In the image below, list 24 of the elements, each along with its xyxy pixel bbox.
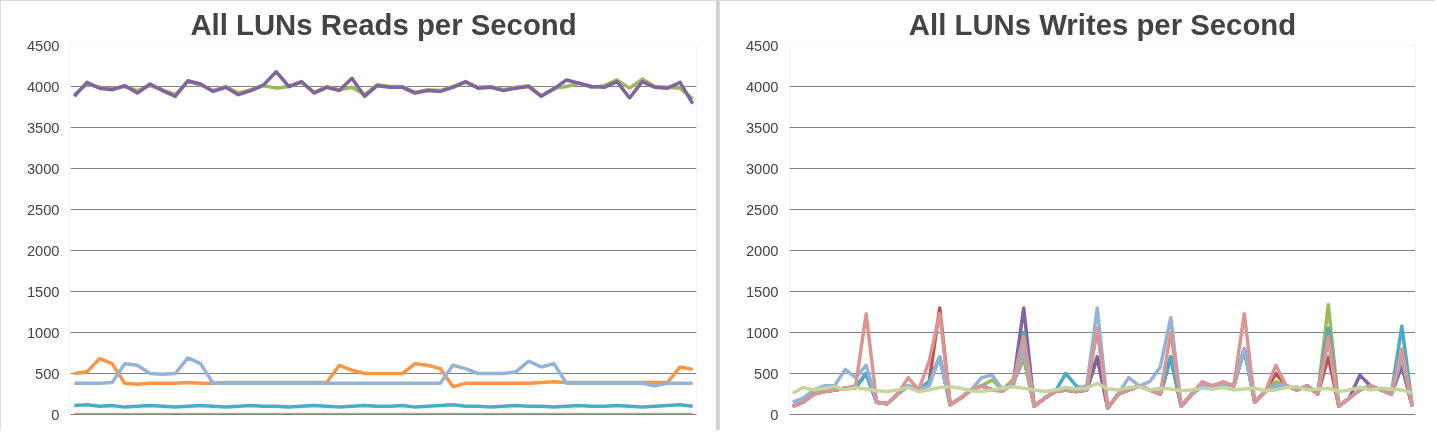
y-tick-label: 2000 <box>26 242 60 259</box>
y-tick-label: 2000 <box>745 242 779 259</box>
line-series <box>72 69 695 106</box>
y-tick-label: 4500 <box>745 37 779 54</box>
line-series <box>790 381 1415 395</box>
y-tick-label: 3000 <box>26 160 60 177</box>
y-tick-label: 3500 <box>745 119 779 136</box>
y-tick-label: 1000 <box>745 324 779 341</box>
y-tick-label: 4500 <box>26 37 60 54</box>
y-tick-label: 2500 <box>745 201 779 218</box>
y-tick-label: 4000 <box>26 78 60 95</box>
chart-title: All LUNs Reads per Second <box>190 7 577 41</box>
y-tick-label: 0 <box>51 406 60 423</box>
y-tick-label: 4000 <box>745 78 779 95</box>
y-tick-label: 3500 <box>26 119 60 136</box>
y-tick-label: 2500 <box>26 201 60 218</box>
chart-title: All LUNs Writes per Second <box>908 7 1297 41</box>
y-tick-label: 1500 <box>745 283 779 300</box>
y-tick-label: 1000 <box>26 324 60 341</box>
y-tick-label: 500 <box>35 365 60 382</box>
y-tick-label: 3000 <box>745 160 779 177</box>
y-tick-label: 500 <box>754 365 779 382</box>
y-tick-label: 1500 <box>26 283 60 300</box>
y-tick-label: 0 <box>770 406 779 423</box>
